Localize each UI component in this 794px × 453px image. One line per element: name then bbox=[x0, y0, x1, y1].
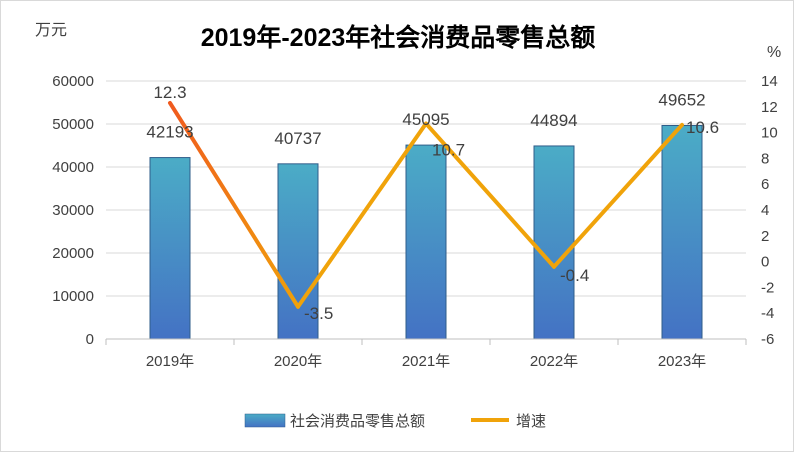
left-axis-unit: 万元 bbox=[35, 22, 67, 39]
line-data-label: -0.4 bbox=[560, 266, 589, 285]
legend-bar-swatch bbox=[244, 413, 286, 428]
x-tick-label: 2023年 bbox=[658, 353, 706, 370]
legend-bar-label: 社会消费品零售总额 bbox=[290, 413, 425, 430]
bar-data-label: 45095 bbox=[402, 110, 449, 129]
bar bbox=[149, 157, 191, 340]
line-segment bbox=[168, 100, 300, 309]
bar-data-label: 49652 bbox=[658, 90, 705, 109]
x-tick-label: 2022年 bbox=[530, 353, 578, 370]
x-tick-label: 2021年 bbox=[402, 353, 450, 370]
line-data-label: 10.7 bbox=[432, 141, 465, 160]
right-tick-label: 4 bbox=[761, 202, 769, 219]
bar-data-label: 44894 bbox=[530, 111, 577, 130]
right-tick-label: 14 bbox=[761, 73, 778, 90]
left-tick-label: 40000 bbox=[52, 159, 94, 176]
bar-data-label: 40737 bbox=[274, 129, 321, 148]
bar bbox=[661, 124, 703, 340]
line-data-label: 12.3 bbox=[153, 83, 186, 102]
left-tick-label: 30000 bbox=[52, 202, 94, 219]
legend-line-label: 增速 bbox=[516, 413, 546, 430]
left-tick-label: 50000 bbox=[52, 116, 94, 133]
right-tick-label: 0 bbox=[761, 254, 769, 271]
line-segment bbox=[424, 121, 556, 269]
right-tick-label: 12 bbox=[761, 99, 778, 116]
left-tick-label: 10000 bbox=[52, 288, 94, 305]
right-tick-label: 6 bbox=[761, 176, 769, 193]
right-tick-label: -4 bbox=[761, 305, 774, 322]
right-tick-label: 8 bbox=[761, 150, 769, 167]
x-tick-label: 2020年 bbox=[274, 353, 322, 370]
right-axis-unit: % bbox=[767, 44, 781, 61]
line-data-label: 10.6 bbox=[686, 118, 719, 137]
right-tick-label: -2 bbox=[761, 279, 774, 296]
bar bbox=[405, 144, 447, 340]
right-tick-label: -6 bbox=[761, 331, 774, 348]
right-tick-label: 10 bbox=[761, 125, 778, 142]
right-tick-label: 2 bbox=[761, 228, 769, 245]
line-segment bbox=[552, 122, 684, 269]
bar bbox=[533, 145, 575, 340]
x-tick-label: 2019年 bbox=[146, 353, 194, 370]
legend: 社会消费品零售总额 增速 bbox=[244, 413, 546, 430]
bar-data-label: 42193 bbox=[146, 123, 193, 142]
line-data-label: -3.5 bbox=[304, 304, 333, 323]
left-tick-label: 0 bbox=[86, 331, 94, 348]
left-tick-label: 60000 bbox=[52, 73, 94, 90]
left-tick-label: 20000 bbox=[52, 245, 94, 262]
chart-title: 2019年-2023年社会消费品零售总额 bbox=[201, 23, 596, 52]
line-segment bbox=[296, 121, 428, 309]
